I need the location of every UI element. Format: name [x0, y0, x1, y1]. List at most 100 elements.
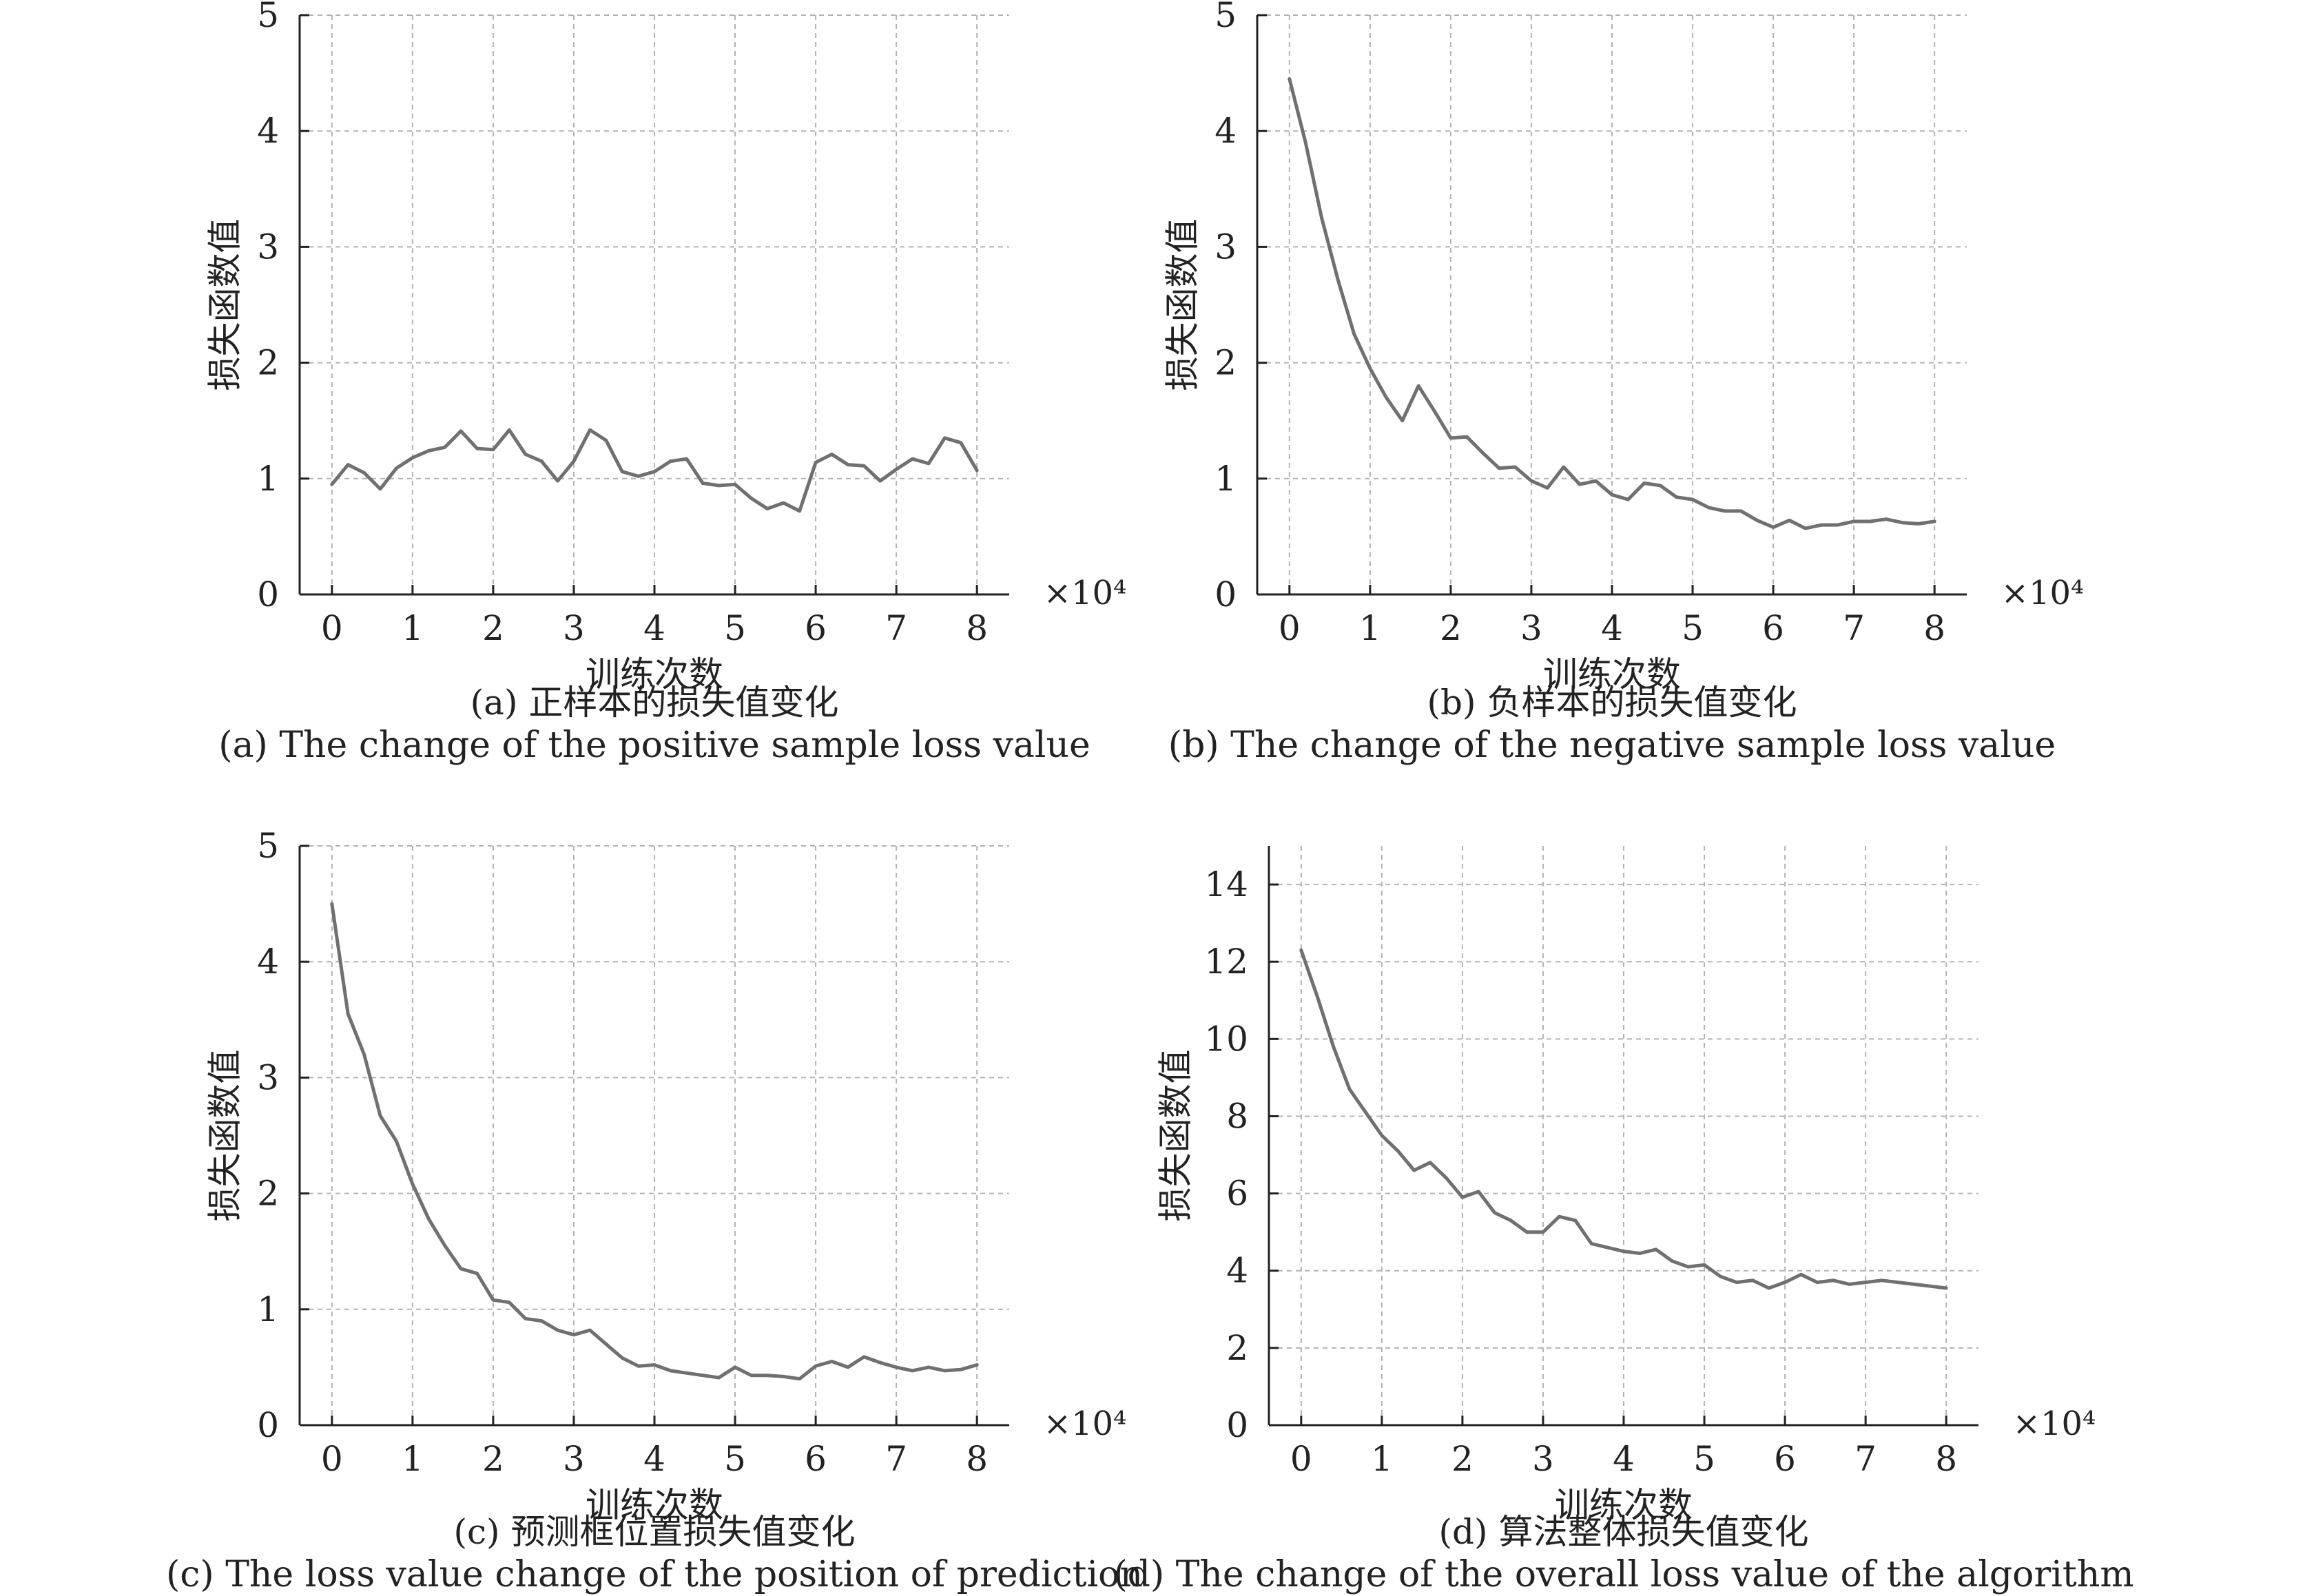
loss-point	[1719, 1274, 1722, 1278]
loss-point	[427, 1217, 431, 1221]
loss-point	[1848, 1283, 1851, 1286]
y-tick-label: 1	[1214, 459, 1237, 499]
x-tick-label: 4	[643, 608, 665, 648]
y-tick-label: 2	[1214, 343, 1237, 383]
loss-point	[1445, 1176, 1448, 1180]
loss-point	[347, 463, 350, 466]
loss-point	[846, 463, 850, 466]
loss-point	[1896, 1281, 1900, 1284]
loss-point	[1352, 332, 1356, 335]
loss-point	[1735, 1281, 1739, 1284]
x-tick-label: 0	[1279, 608, 1301, 648]
loss-point	[1863, 1281, 1868, 1284]
y-tick-label: 10	[1204, 1019, 1248, 1059]
loss-point	[588, 1328, 592, 1332]
y-tick-label: 2	[1226, 1328, 1248, 1368]
loss-point	[1460, 1196, 1465, 1199]
loss-point	[1304, 141, 1307, 145]
loss-point	[750, 497, 753, 500]
loss-point	[1799, 1273, 1803, 1276]
loss-point	[1578, 483, 1582, 486]
x-tick-label: 2	[1440, 608, 1462, 648]
loss-point	[491, 448, 495, 451]
loss-point	[685, 457, 689, 461]
x-tick-label: 6	[805, 608, 827, 648]
loss-point	[669, 459, 672, 463]
loss-point	[508, 1300, 511, 1304]
x-tick-label: 6	[805, 1439, 827, 1479]
loss-point	[959, 1368, 962, 1371]
loss-point	[1589, 1242, 1593, 1245]
loss-point	[1525, 1230, 1529, 1234]
x-axis-title: 训练次数	[586, 1485, 723, 1525]
loss-point	[911, 457, 914, 461]
loss-point	[701, 481, 705, 485]
loss-point	[911, 1369, 914, 1373]
x-tick-label: 1	[402, 608, 424, 648]
x-tick-label: 1	[402, 1439, 424, 1479]
loss-point	[1836, 523, 1839, 527]
loss-point	[1546, 486, 1549, 490]
loss-point	[1852, 519, 1856, 524]
loss-point	[427, 449, 431, 453]
x-tick-label: 3	[1532, 1439, 1554, 1479]
loss-point	[1832, 1278, 1835, 1282]
loss-point	[1788, 519, 1791, 522]
loss-point	[1336, 278, 1340, 281]
y-tick-label: 1	[257, 459, 279, 499]
loss-point	[347, 1012, 350, 1016]
loss-point	[830, 1360, 834, 1363]
loss-point	[1573, 1219, 1577, 1223]
loss-point	[508, 428, 511, 432]
y-tick-label: 1	[257, 1289, 279, 1329]
x-tick-label: 4	[643, 1439, 665, 1479]
loss-point	[717, 484, 721, 488]
loss-point	[524, 453, 527, 456]
x-tick-label: 8	[1923, 608, 1945, 648]
y-tick-label: 14	[1204, 864, 1248, 904]
chart-panel-3: 0 1 2 3 4 5 6 7 8 0 1 2 3 4 5 ×10⁴ 训练次数 损失函数值	[205, 826, 1127, 1525]
loss-point	[814, 1365, 818, 1368]
loss-point	[701, 1374, 705, 1377]
y-axis-title: 损失函数值	[205, 219, 245, 391]
x-axis-title: 训练次数	[586, 654, 723, 694]
x-multiplier-label: ×10⁴	[2013, 1405, 2096, 1443]
loss-point	[1642, 481, 1646, 485]
loss-point	[1928, 1284, 1932, 1288]
loss-point	[975, 1363, 979, 1367]
loss-point	[652, 470, 657, 473]
loss-point	[539, 459, 544, 463]
loss-point	[798, 1377, 801, 1380]
loss-point	[1755, 519, 1759, 522]
loss-point	[733, 1365, 737, 1369]
loss-point	[1316, 995, 1319, 998]
y-tick-label: 0	[257, 574, 279, 614]
loss-point	[604, 1343, 608, 1346]
loss-point	[943, 1369, 947, 1373]
loss-point	[556, 479, 559, 483]
loss-point	[1671, 1259, 1674, 1263]
x-tick-label: 1	[1359, 608, 1381, 648]
loss-point	[1493, 1211, 1496, 1214]
loss-point	[846, 1365, 850, 1369]
x-tick-label: 4	[1613, 1439, 1635, 1479]
y-tick-label: 12	[1204, 942, 1248, 982]
y-tick-label: 3	[257, 1057, 279, 1097]
loss-point	[1880, 1278, 1883, 1282]
x-tick-label: 2	[482, 1439, 504, 1479]
loss-point	[894, 1365, 898, 1369]
y-tick-label: 3	[257, 227, 279, 267]
loss-point	[733, 483, 737, 486]
loss-point	[572, 1333, 576, 1337]
loss-point	[1433, 410, 1436, 413]
x-tick-label: 0	[321, 1439, 343, 1479]
loss-point	[1449, 436, 1453, 440]
loss-point	[685, 1371, 689, 1375]
loss-point	[1654, 1247, 1658, 1252]
x-tick-label: 5	[1693, 1439, 1715, 1479]
y-tick-label: 0	[1214, 574, 1237, 614]
loss-point	[1385, 395, 1388, 400]
loss-point	[765, 1374, 769, 1377]
loss-point	[814, 461, 818, 464]
